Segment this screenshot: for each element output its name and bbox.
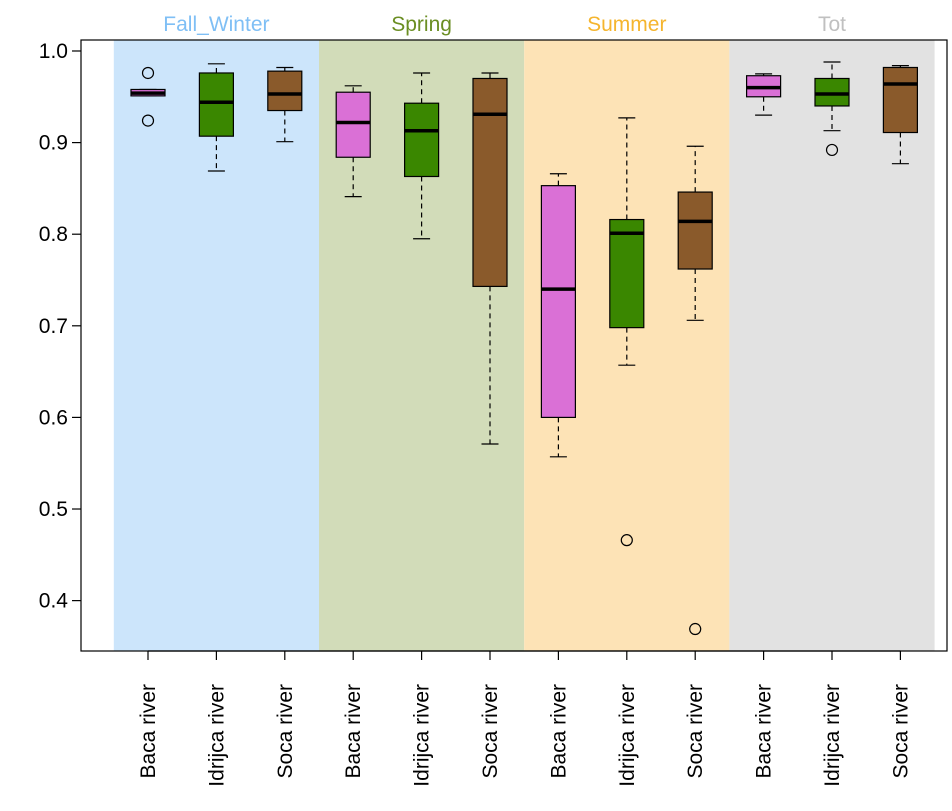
box-spring-baca-river [335,85,371,198]
box-iqr [472,77,508,288]
box-iqr [814,77,850,107]
y-tick-label: 0.8 [39,223,68,246]
y-axis: 0.4 0.5 0.6 0.7 0.8 0.9 1.0 [39,40,81,613]
y-tick-label: 0.7 [39,315,68,338]
box-fall-winter-idrijca-river [198,63,234,172]
season-labels: Fall_Winter Spring Summer Tot [163,13,846,36]
box-iqr [335,91,371,158]
box-summer-baca-river [540,173,577,458]
y-tick-label: 0.9 [39,132,68,155]
x-tick-label: Soca river [889,684,912,779]
box-iqr [882,66,919,134]
outlier-point [620,534,633,547]
box-tot-baca-river [745,73,782,116]
x-tick-label: Idrijca river [411,684,434,787]
box-series [130,61,919,636]
y-tick-label: 0.5 [39,498,68,521]
x-tick-label: Soca river [274,684,297,779]
outlier-point [141,114,155,127]
x-tick-label: Baca river [547,684,570,779]
x-tick-label: Baca river [137,684,160,779]
x-tick-label: Soca river [479,684,502,779]
box-iqr [404,102,440,178]
box-iqr [267,70,303,112]
y-tick-label: 0.6 [39,406,68,429]
season-label-spring: Spring [391,13,452,36]
box-summer-idrijca-river [609,117,645,547]
box-fall-winter-soca-river [267,66,303,143]
outlier-point [825,143,839,157]
x-tick-label: Idrijca river [205,684,228,787]
x-tick-label: Idrijca river [821,684,844,787]
outlier-point [689,622,702,636]
box-iqr [677,191,713,270]
season-label-fall-winter: Fall_Winter [163,13,269,36]
y-tick-label: 0.4 [39,590,69,613]
x-tick-label: Baca river [753,684,776,779]
box-fall-winter-baca-river [130,66,166,127]
box-summer-soca-river [677,145,713,636]
box-spring-soca-river [472,72,508,445]
outlier-point [141,66,155,80]
y-tick-label: 1.0 [39,40,68,63]
x-tick-label: Soca river [684,684,707,779]
box-tot-idrijca-river [814,61,850,157]
box-tot-soca-river [882,65,919,165]
x-axis: Baca river Idrijca river Soca river Baca ri… [137,650,912,787]
box-spring-idrijca-river [404,72,440,240]
season-label-summer: Summer [587,13,666,36]
x-tick-label: Baca river [342,684,365,779]
box-iqr [540,185,577,419]
box-iqr [198,72,234,137]
x-tick-label: Idrijca river [616,684,639,787]
season-bands [113,40,935,651]
box-iqr [609,218,645,329]
season-label-tot: Tot [818,13,846,36]
